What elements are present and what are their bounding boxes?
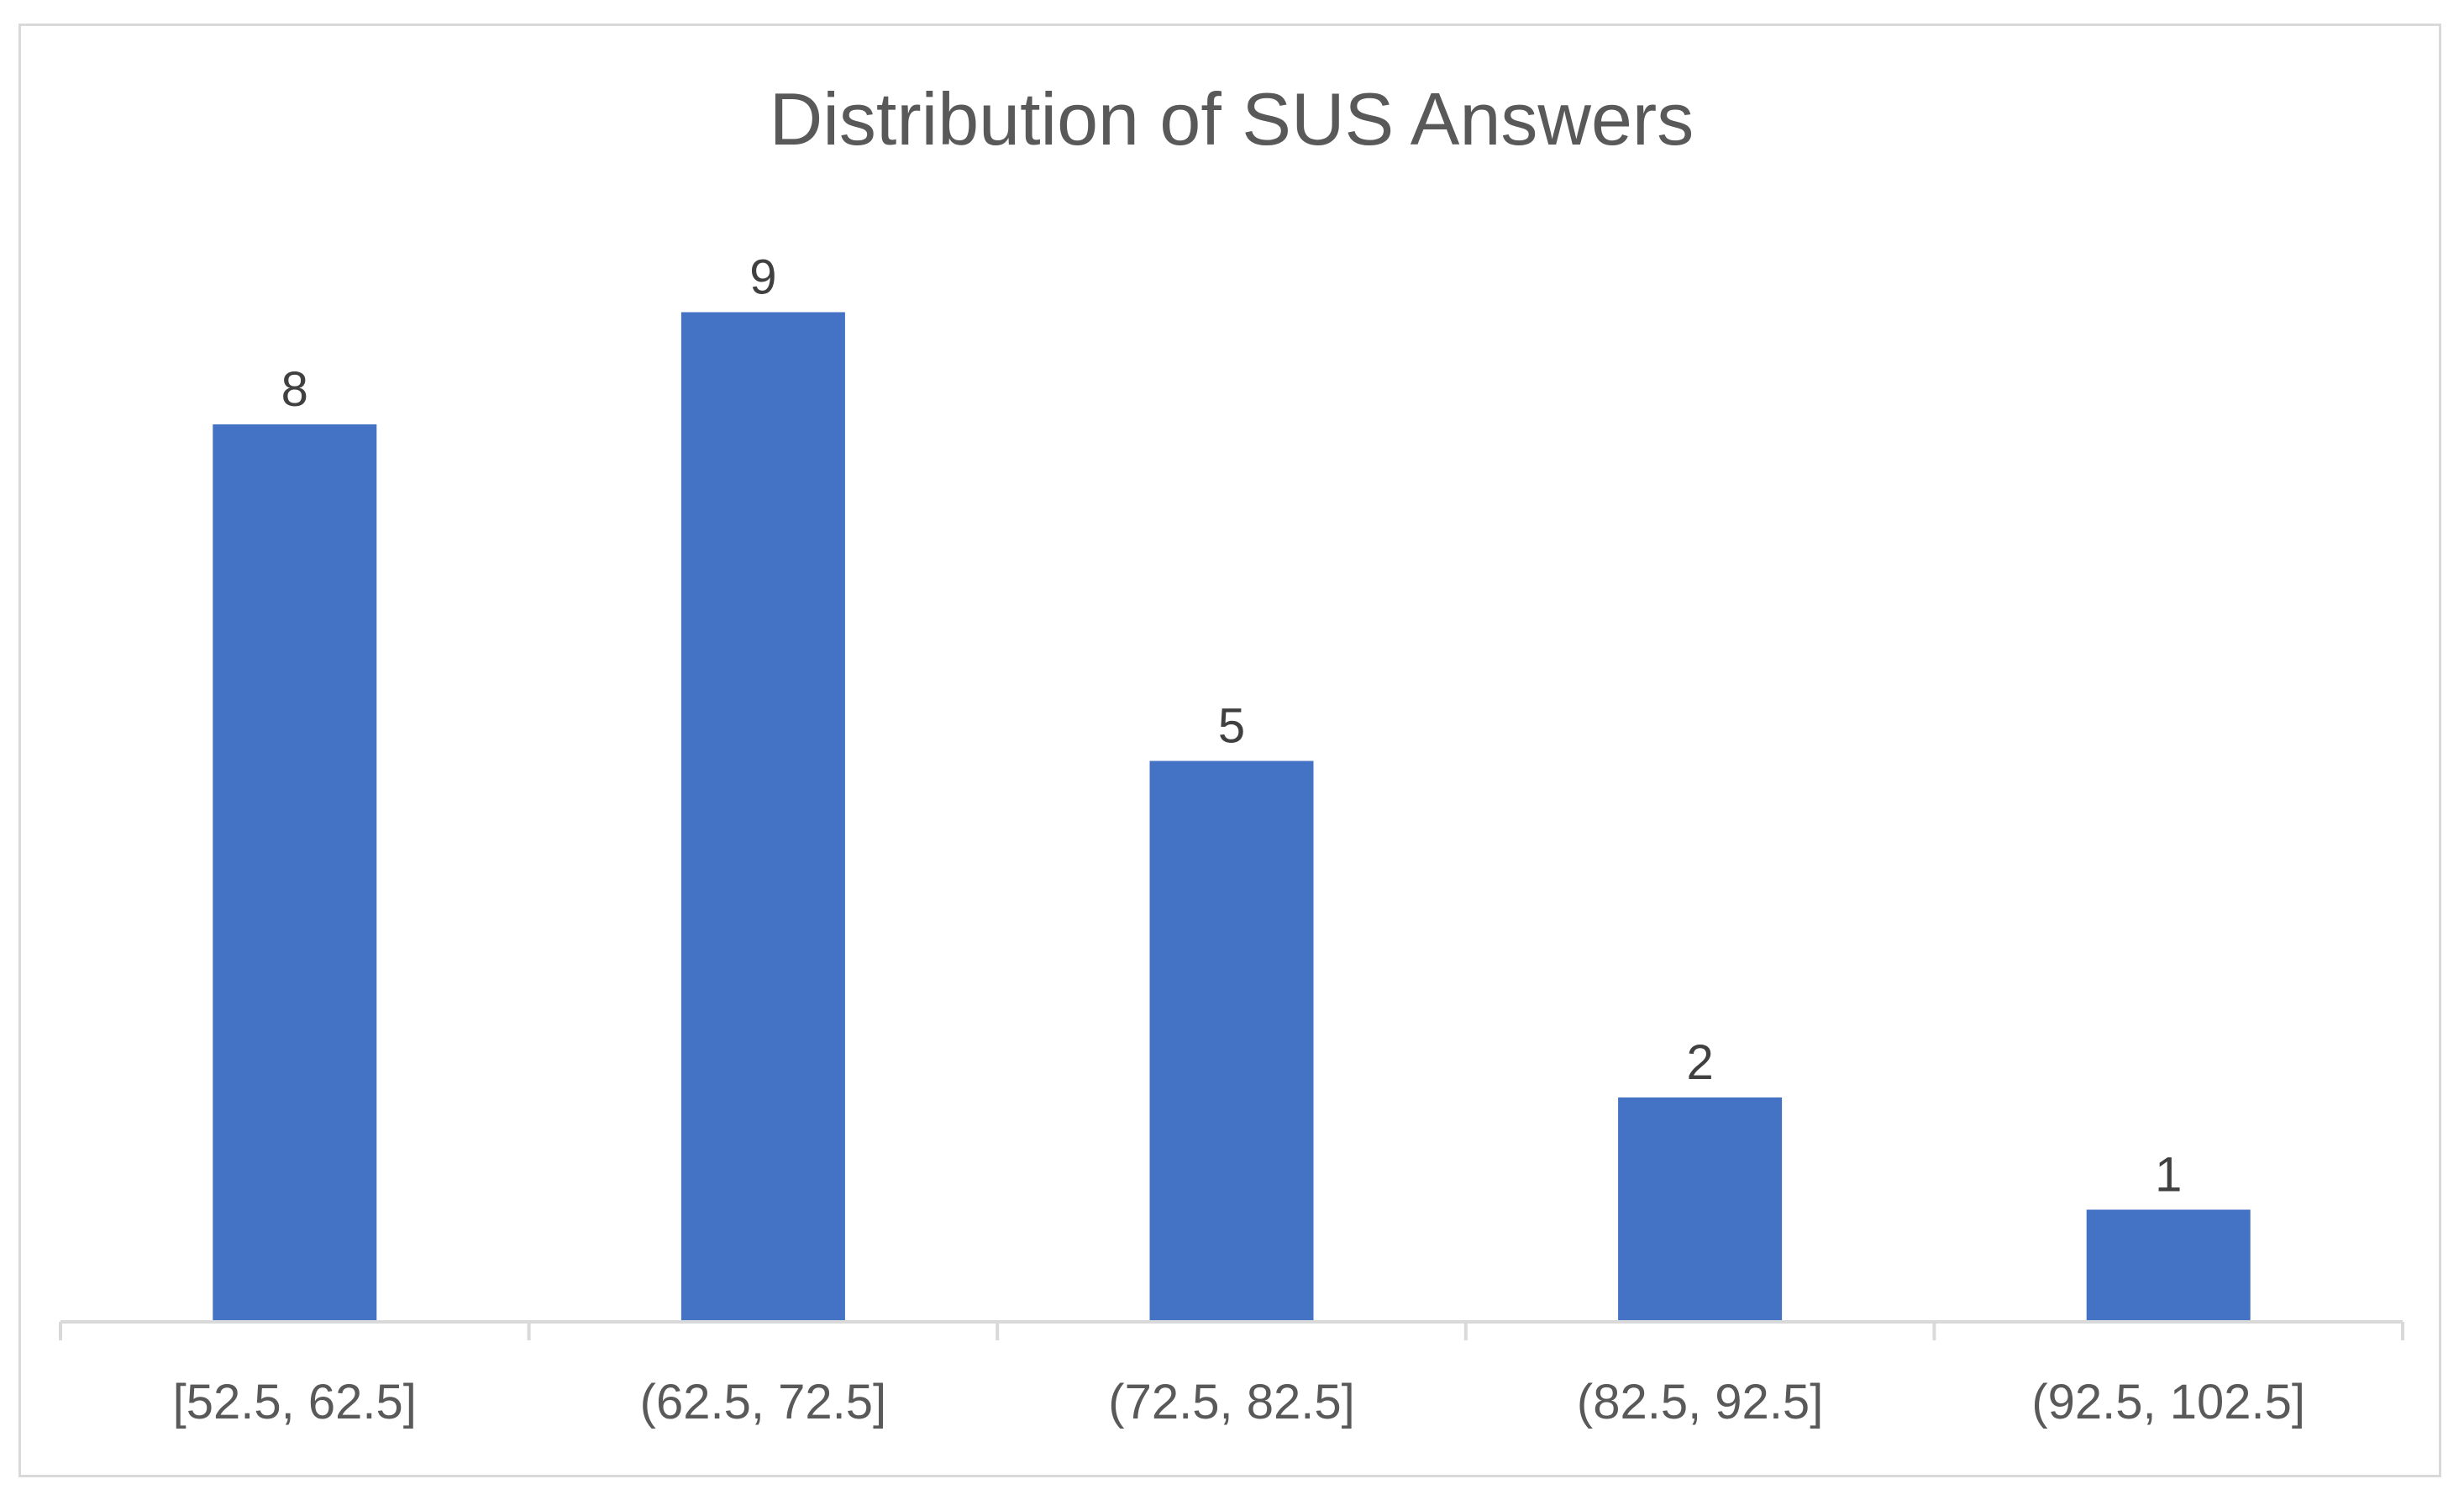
- bar-3: [1149, 761, 1314, 1322]
- data-label-5: 1: [2155, 1148, 2182, 1203]
- data-labels-group: 8 9 5 2 1: [281, 250, 2183, 1203]
- data-label-2: 9: [749, 250, 776, 305]
- data-label-3: 5: [1218, 699, 1245, 754]
- x-tick-labels-group: [52.5, 62.5] (62.5, 72.5] (72.5, 82.5] (82.…: [173, 1375, 2305, 1429]
- data-label-4: 2: [1686, 1035, 1713, 1090]
- x-tick-label-5: (92.5, 102.5]: [2031, 1375, 2305, 1429]
- x-tick-label-2: (62.5, 72.5]: [640, 1375, 886, 1429]
- bar-1: [213, 424, 377, 1322]
- x-ticks-group: [59, 1322, 2404, 1340]
- x-tick-label-3: (72.5, 82.5]: [1108, 1375, 1354, 1429]
- bar-2: [680, 312, 845, 1322]
- bar-4: [1618, 1097, 1783, 1322]
- bar-5: [2086, 1209, 2251, 1322]
- data-label-1: 8: [281, 362, 308, 417]
- chart-title: Distribution of SUS Answers: [770, 77, 1694, 161]
- bars-group: [213, 312, 2251, 1322]
- x-tick-label-4: (82.5, 92.5]: [1577, 1375, 1823, 1429]
- x-tick-label-1: [52.5, 62.5]: [173, 1375, 417, 1429]
